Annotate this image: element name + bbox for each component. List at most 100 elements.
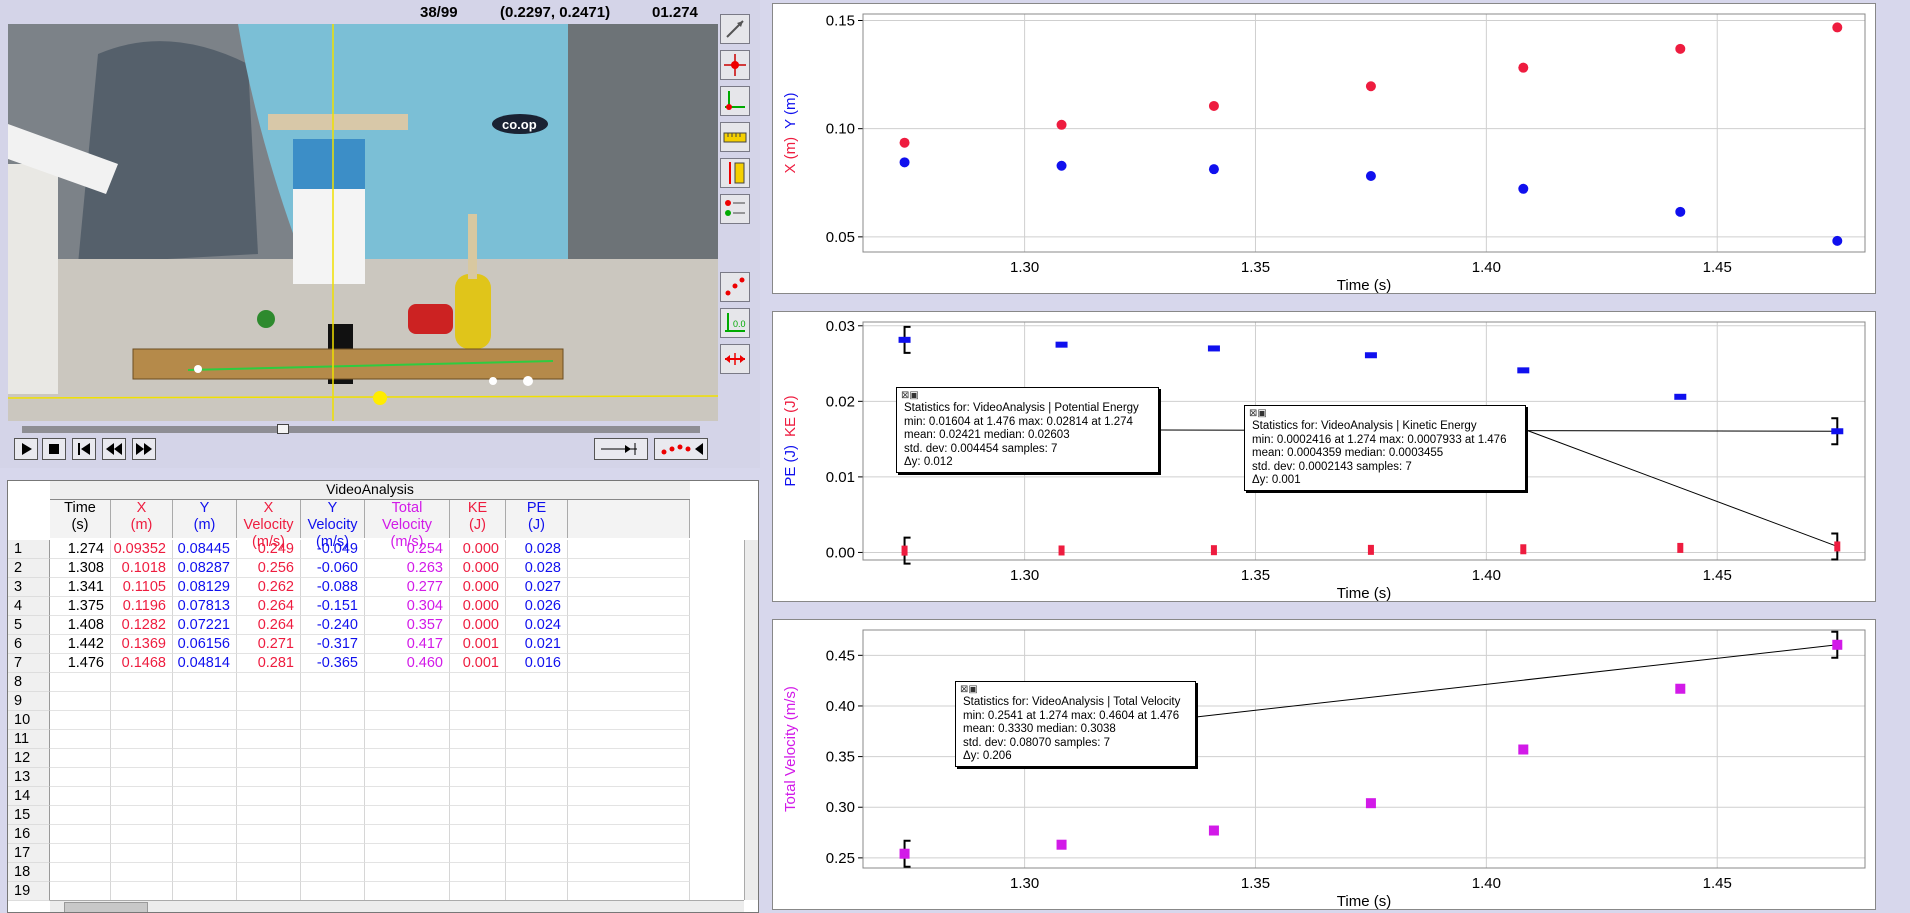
table-cell[interactable] xyxy=(173,806,237,825)
table-cell[interactable] xyxy=(111,673,173,692)
table-cell[interactable] xyxy=(173,749,237,768)
row-number[interactable]: 5 xyxy=(8,616,50,635)
table-cell[interactable]: 0.460 xyxy=(365,654,450,673)
row-number[interactable]: 9 xyxy=(8,692,50,711)
table-cell[interactable] xyxy=(301,711,365,730)
table-cell[interactable] xyxy=(173,863,237,882)
row-number[interactable]: 12 xyxy=(8,749,50,768)
table-cell[interactable] xyxy=(506,749,568,768)
table-cell[interactable] xyxy=(301,749,365,768)
row-number[interactable]: 6 xyxy=(8,635,50,654)
table-cell[interactable] xyxy=(301,882,365,901)
table-cell[interactable] xyxy=(568,673,690,692)
table-cell[interactable]: 0.07813 xyxy=(173,597,237,616)
table-cell[interactable] xyxy=(111,863,173,882)
table-cell[interactable] xyxy=(568,540,690,559)
table-cell[interactable] xyxy=(50,730,111,749)
table-cell[interactable] xyxy=(450,863,506,882)
table-cell[interactable]: -0.151 xyxy=(301,597,365,616)
table-cell[interactable]: 0.07221 xyxy=(173,616,237,635)
table-cell[interactable]: 0.277 xyxy=(365,578,450,597)
table-cell[interactable] xyxy=(568,768,690,787)
table-cell[interactable]: 0.271 xyxy=(237,635,301,654)
table-cell[interactable] xyxy=(568,730,690,749)
table-cell[interactable] xyxy=(237,844,301,863)
table-cell[interactable] xyxy=(237,768,301,787)
point-series-icon[interactable] xyxy=(720,194,750,224)
table-cell[interactable] xyxy=(111,844,173,863)
table-cell[interactable] xyxy=(365,787,450,806)
column-header[interactable]: Time (s) xyxy=(50,500,111,538)
table-cell[interactable] xyxy=(506,844,568,863)
table-cell[interactable] xyxy=(568,578,690,597)
table-cell[interactable]: 0.08129 xyxy=(173,578,237,597)
table-cell[interactable] xyxy=(365,882,450,901)
table-cell[interactable]: 0.1369 xyxy=(111,635,173,654)
table-cell[interactable]: 1.408 xyxy=(50,616,111,635)
table-cell[interactable] xyxy=(365,844,450,863)
seek-bar[interactable] xyxy=(22,426,700,433)
table-cell[interactable] xyxy=(568,749,690,768)
row-number[interactable]: 8 xyxy=(8,673,50,692)
table-cell[interactable] xyxy=(237,692,301,711)
table-cell[interactable]: 0.1105 xyxy=(111,578,173,597)
step-back-button[interactable] xyxy=(102,438,126,460)
table-cell[interactable] xyxy=(506,768,568,787)
table-cell[interactable] xyxy=(111,749,173,768)
table-cell[interactable]: 1.476 xyxy=(50,654,111,673)
table-cell[interactable] xyxy=(173,673,237,692)
table-cell[interactable] xyxy=(301,673,365,692)
table-cell[interactable]: 0.249 xyxy=(237,540,301,559)
table-cell[interactable] xyxy=(450,844,506,863)
table-cell[interactable]: 0.281 xyxy=(237,654,301,673)
table-cell[interactable]: 0.000 xyxy=(450,597,506,616)
table-cell[interactable] xyxy=(237,673,301,692)
row-number[interactable]: 18 xyxy=(8,863,50,882)
table-cell[interactable] xyxy=(506,882,568,901)
table-cell[interactable] xyxy=(568,806,690,825)
table-cell[interactable] xyxy=(450,825,506,844)
row-number[interactable]: 1 xyxy=(8,540,50,559)
table-cell[interactable] xyxy=(450,692,506,711)
graph-energy[interactable]: 1.30 1.35 1.40 1.45 0.00 0.01 0.02 0.03 Time (s)… xyxy=(772,311,1876,602)
table-cell[interactable]: 1.274 xyxy=(50,540,111,559)
table-cell[interactable] xyxy=(237,749,301,768)
table-cell[interactable]: 0.1282 xyxy=(111,616,173,635)
table-cell[interactable] xyxy=(568,616,690,635)
table-cell[interactable]: 0.1196 xyxy=(111,597,173,616)
seek-thumb[interactable] xyxy=(277,424,289,434)
table-cell[interactable] xyxy=(450,882,506,901)
table-cell[interactable] xyxy=(173,844,237,863)
table-cell[interactable] xyxy=(568,863,690,882)
row-number[interactable]: 3 xyxy=(8,578,50,597)
table-cell[interactable]: -0.060 xyxy=(301,559,365,578)
graph-total-velocity[interactable]: 1.30 1.35 1.40 1.45 0.25 0.30 0.35 0.40 0.45 Time… xyxy=(772,619,1876,910)
table-cell[interactable] xyxy=(50,863,111,882)
table-cell[interactable]: 0.357 xyxy=(365,616,450,635)
row-number[interactable]: 7 xyxy=(8,654,50,673)
table-cell[interactable] xyxy=(506,806,568,825)
table-cell[interactable] xyxy=(450,749,506,768)
table-cell[interactable] xyxy=(237,882,301,901)
stat-box-close-icon[interactable]: ⊠▣ xyxy=(1249,408,1267,419)
row-number[interactable]: 19 xyxy=(8,882,50,901)
table-cell[interactable]: 0.026 xyxy=(506,597,568,616)
table-cell[interactable]: -0.049 xyxy=(301,540,365,559)
table-cell[interactable] xyxy=(365,673,450,692)
set-range-button[interactable] xyxy=(594,438,648,460)
table-cell[interactable] xyxy=(50,711,111,730)
table-cell[interactable]: 0.263 xyxy=(365,559,450,578)
table-cell[interactable] xyxy=(50,882,111,901)
play-button[interactable] xyxy=(14,438,38,460)
row-number[interactable]: 11 xyxy=(8,730,50,749)
table-cell[interactable]: 0.04814 xyxy=(173,654,237,673)
table-cell[interactable]: 1.375 xyxy=(50,597,111,616)
table-cell[interactable]: 0.417 xyxy=(365,635,450,654)
table-cell[interactable] xyxy=(365,749,450,768)
table-cell[interactable]: -0.365 xyxy=(301,654,365,673)
table-cell[interactable]: 1.308 xyxy=(50,559,111,578)
table-cell[interactable] xyxy=(568,692,690,711)
table-cell[interactable]: 0.06156 xyxy=(173,635,237,654)
table-cell[interactable] xyxy=(568,711,690,730)
table-cell[interactable] xyxy=(50,844,111,863)
